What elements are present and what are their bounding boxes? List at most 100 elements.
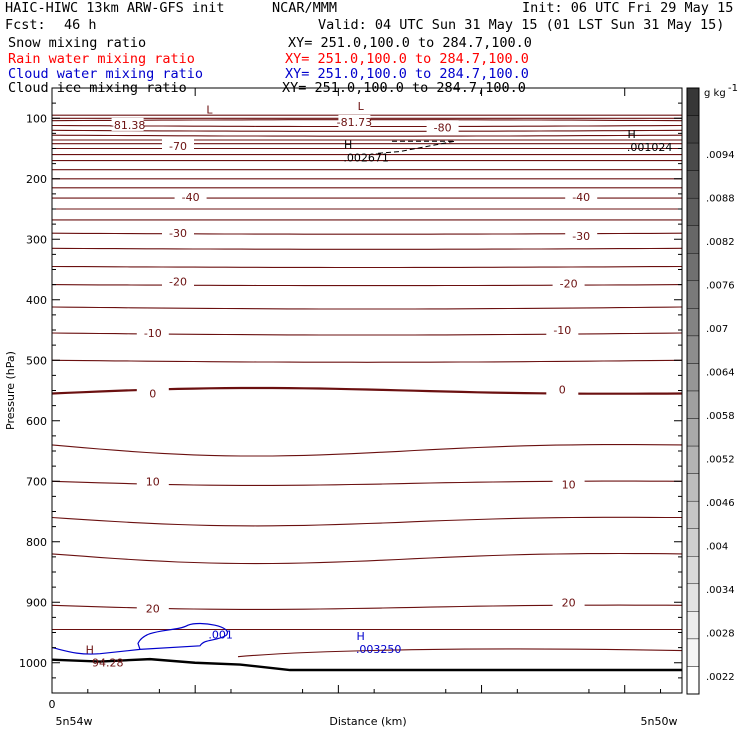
colorbar-label: .004 [706,542,728,553]
y-tick-label: 500 [26,354,47,367]
colorbar-segment [686,528,700,557]
colorbar-label: .0064 [706,368,735,379]
contour-label: -40 [572,191,590,204]
contour-label-bg [136,326,169,340]
colorbar-unit: g kg [704,88,726,99]
colorbar-segment [686,363,700,392]
isotherm-line [51,552,683,565]
cloud-ice-contour [377,140,456,154]
extremum-marker: H [86,644,94,657]
colorbar-segment [686,445,700,474]
y-tick-label: 700 [26,475,47,488]
contour-label: 20 [146,602,160,615]
extremum-marker: L [206,103,213,116]
x-axis-label: Distance (km) [329,715,406,728]
extremum-value: 94.28 [92,657,124,670]
contour-label-bg [162,226,194,240]
contour-label: -20 [169,276,187,289]
colorbar-label: .0046 [706,498,735,509]
colorbar-segment [686,308,700,337]
contour-label-bg [565,229,598,243]
colorbar-label: .0022 [706,672,735,683]
y-tick-label: 400 [26,294,47,307]
contour-label: 0 [149,388,156,401]
cloud-water-contour [51,647,141,655]
contour-label-bg [136,601,169,615]
isotherm-line [51,516,682,527]
contour-label: -80 [434,121,452,134]
colorbar-segment [686,335,700,364]
colorbar-label: .007 [706,324,728,335]
cloud-water-contour [137,622,229,651]
init-time: Init: 06 UTC Fri 29 May 15 [522,0,734,16]
fcst-label: Fcst: [5,17,46,33]
contour-label: -10 [553,324,571,337]
contour-label-bg [426,120,459,134]
extremum-value: .003250 [356,643,402,656]
extremum-marker: H [344,139,352,152]
contour-label: -81.38 [110,119,145,132]
colorbar-label: .0058 [706,411,735,422]
extremum-marker: H [357,630,365,643]
contour-label-bg [111,117,144,131]
colorbar-label: .0028 [706,629,735,640]
colorbar-segment [686,583,700,612]
contour-label-bg [162,139,194,153]
contour-label-bg [338,114,371,128]
colorbar-segment [686,170,700,199]
x-endpoint-right: 5n50w [641,715,678,728]
colorbar-segment [686,87,700,116]
contour-label: 20 [562,596,576,609]
contour-label-bg [136,386,169,400]
colorbar-segment [686,418,700,447]
colorbar-label: .0076 [706,281,735,292]
contour-labels: -81.38 -81.73 -80 -70 -40 -40 -30 -30 -20 -20 -10 -… [86,100,673,670]
colorbar-segment [686,253,700,282]
cloud-water-contours: .001 [51,622,233,655]
isotherm-line [51,306,683,310]
isotherm-line [51,284,683,287]
extremum-marker: L [358,100,365,113]
contour-label-bg [552,477,585,491]
colorbar-label: .0094 [706,150,735,161]
y-tick-label: 1000 [19,657,47,670]
colorbar-segment [686,666,700,695]
isotherm-line [51,247,683,250]
contour-label: -81.73 [337,116,372,129]
colorbar-segment [686,197,700,226]
colorbar-segment [686,473,700,502]
extremum-value: .001024 [627,141,673,154]
plot-title: HAIC-HIWC 13km ARW-GFS init [5,0,225,16]
cloud-water-label: .001 [208,628,233,641]
x-endpoint-left: 5n54w [56,715,93,728]
colorbar-segment [686,500,700,529]
valid-time: Valid: 04 UTC Sun 31 May 15 (01 LST Sun … [318,17,725,33]
colorbar-segment [686,142,700,171]
colorbar-segment [686,280,700,309]
contour-label-bg [162,274,194,288]
field-xy-rain: XY= 251.0,100.0 to 284.7,100.0 [285,51,529,67]
y-tick-label: 100 [26,112,47,125]
contour-label-bg [552,595,585,609]
cloud-ice-contours [377,140,456,154]
colorbar-segment [686,115,700,144]
isotherm-line [51,129,683,132]
contour-label: -30 [169,227,187,240]
y-tick-label: 800 [26,536,47,549]
contour-label-bg [136,474,169,488]
y-tick-label: 900 [26,596,47,609]
extremum-value: .002671 [343,152,389,165]
extremum-marker: H [627,128,635,141]
contour-label-bg [565,189,598,203]
field-xy-snow: XY= 251.0,100.0 to 284.7,100.0 [288,35,532,51]
contour-label: -20 [560,277,578,290]
y-tick-label: 600 [26,415,47,428]
y-axis-label: Pressure (hPa) [4,351,17,430]
colorbar-segment [686,638,700,667]
colorbar-label: .0052 [706,455,735,466]
fcst-value: 46 h [64,17,97,33]
contour-label: -10 [144,327,162,340]
colorbar: .0094 .0088 .0082 .0076 .007 .0064 .0058 .0052.… [686,83,738,695]
